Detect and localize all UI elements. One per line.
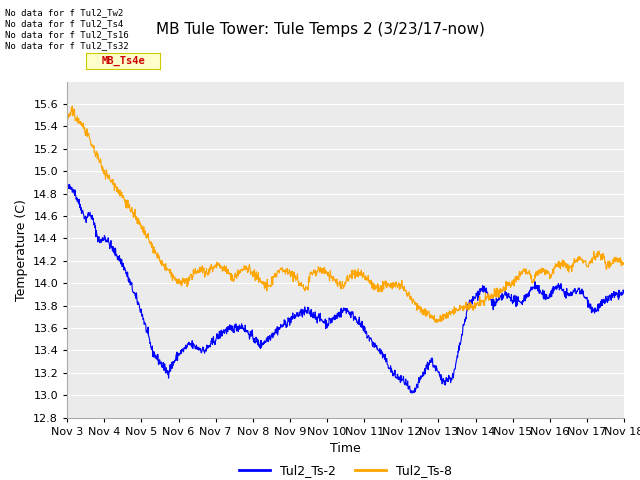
Text: MB Tule Tower: Tule Temps 2 (3/23/17-now): MB Tule Tower: Tule Temps 2 (3/23/17-now…: [156, 22, 484, 36]
Legend: Tul2_Ts-2, Tul2_Ts-8: Tul2_Ts-2, Tul2_Ts-8: [234, 459, 457, 480]
Tul2_Ts-2: [250, 339, 257, 345]
Tul2_Ts-8: [555, 264, 563, 270]
Tul2_Ts-2: [555, 281, 563, 287]
Text: No data for f Tul2_Ts16: No data for f Tul2_Ts16: [5, 30, 129, 39]
Tul2_Ts-2: [408, 390, 416, 396]
Y-axis label: Temperature (C): Temperature (C): [15, 199, 28, 300]
Tul2_Ts-8: [63, 111, 71, 117]
Line: Tul2_Ts-8: Tul2_Ts-8: [67, 106, 624, 323]
Tul2_Ts-2: [620, 289, 628, 295]
Tul2_Ts-2: [66, 181, 74, 187]
Tul2_Ts-8: [250, 273, 257, 278]
Tul2_Ts-8: [433, 320, 440, 325]
Text: No data for f Tul2_Ts32: No data for f Tul2_Ts32: [5, 41, 129, 50]
Tul2_Ts-8: [68, 103, 76, 109]
X-axis label: Time: Time: [330, 442, 361, 455]
Tul2_Ts-2: [174, 353, 182, 359]
Tul2_Ts-8: [188, 273, 195, 278]
Tul2_Ts-2: [63, 184, 71, 190]
Tul2_Ts-2: [506, 294, 513, 300]
Tul2_Ts-8: [506, 279, 513, 285]
Tul2_Ts-2: [433, 365, 440, 371]
Tul2_Ts-8: [433, 316, 440, 322]
Tul2_Ts-8: [620, 261, 628, 267]
Text: No data for f Tul2_Tw2: No data for f Tul2_Tw2: [5, 8, 124, 17]
Text: No data for f Tul2_Ts4: No data for f Tul2_Ts4: [5, 19, 124, 28]
Tul2_Ts-2: [188, 341, 195, 347]
Line: Tul2_Ts-2: Tul2_Ts-2: [67, 184, 624, 393]
Text: MB_Ts4e: MB_Ts4e: [101, 56, 145, 66]
Tul2_Ts-8: [174, 281, 182, 287]
